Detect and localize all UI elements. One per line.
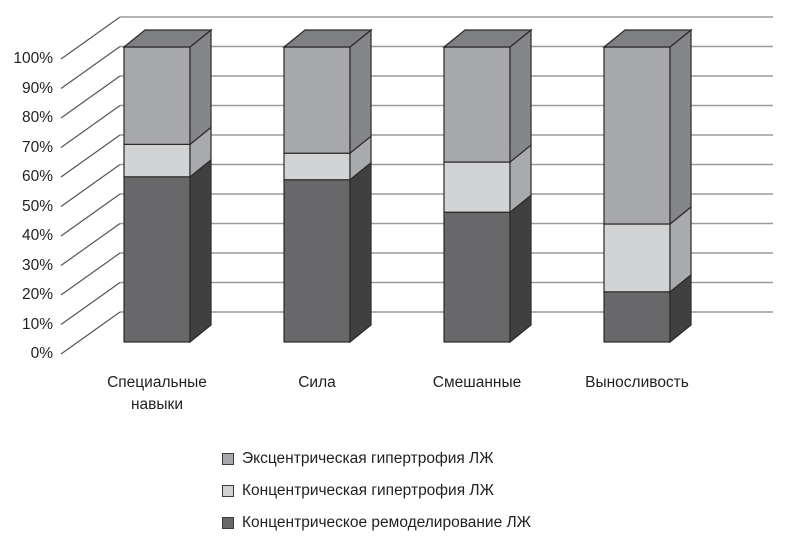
gridline-diagonal bbox=[60, 75, 121, 119]
gridline-diagonal bbox=[60, 282, 121, 325]
gridline-diagonal bbox=[60, 252, 121, 296]
y-tick-label: 30% bbox=[21, 256, 53, 274]
y-tick-label: 10% bbox=[21, 315, 53, 333]
bar-top bbox=[282, 29, 373, 48]
bar-segment bbox=[283, 152, 351, 181]
x-category-label: Специальные навыки bbox=[107, 374, 207, 413]
x-category-label: Выносливость bbox=[585, 374, 689, 391]
legend-swatch-icon bbox=[222, 485, 234, 497]
bar-segment-side bbox=[189, 28, 212, 146]
bars bbox=[122, 28, 693, 344]
bar-segment-side bbox=[349, 28, 372, 155]
y-tick-label: 0% bbox=[30, 345, 53, 362]
y-tick-label: 20% bbox=[21, 286, 53, 303]
legend-swatch-icon bbox=[222, 453, 234, 465]
x-category-label: Смешанные bbox=[432, 374, 522, 391]
legend-item-concentric-hypertrophy: Концентрическая гипертрофия ЛЖ bbox=[222, 475, 531, 507]
y-tick-label: 60% bbox=[21, 168, 53, 185]
bar-segment bbox=[283, 179, 351, 343]
bar-segment-side bbox=[189, 158, 212, 344]
y-tick-label: 90% bbox=[21, 79, 53, 97]
legend-swatch-icon bbox=[222, 517, 234, 529]
y-tick-label: 80% bbox=[21, 109, 53, 126]
bar-4 bbox=[602, 28, 693, 344]
legend: Эксцентрическая гипертрофия ЛЖ Концентри… bbox=[222, 443, 531, 539]
y-tick-label: 50% bbox=[21, 197, 53, 215]
legend-item-concentric-remodeling: Концентрическое ремоделирование ЛЖ bbox=[222, 507, 531, 539]
bar-top bbox=[442, 29, 533, 48]
y-tick-label: 40% bbox=[21, 227, 53, 244]
legend-label: Эксцентрическая гипертрофия ЛЖ bbox=[242, 450, 494, 467]
bar-segment-side bbox=[509, 28, 532, 164]
gridline-diagonal bbox=[60, 134, 121, 178]
bar-segment-side bbox=[509, 193, 532, 344]
bar-top bbox=[602, 29, 693, 48]
bar-segment-side bbox=[669, 28, 692, 226]
gridline-diagonal bbox=[60, 193, 121, 237]
gridline-diagonal bbox=[60, 46, 121, 89]
bar-3 bbox=[442, 28, 533, 344]
bar-segment bbox=[603, 46, 671, 225]
gridline-diagonal bbox=[60, 223, 121, 266]
bar-segment bbox=[443, 161, 511, 213]
bar-segment bbox=[283, 46, 351, 154]
bar-1 bbox=[122, 28, 213, 344]
legend-label: Концентрическое ремоделирование ЛЖ bbox=[242, 514, 531, 531]
bar-segment bbox=[443, 46, 511, 163]
gridline-diagonal bbox=[60, 164, 121, 207]
bar-segment bbox=[123, 46, 191, 145]
bar-segment bbox=[603, 223, 671, 293]
bar-segment-side bbox=[349, 161, 372, 344]
bar-2 bbox=[282, 28, 373, 344]
legend-label: Концентрическая гипертрофия ЛЖ bbox=[242, 482, 494, 499]
bar-segment bbox=[443, 211, 511, 343]
y-tick-label: 100% bbox=[13, 50, 53, 67]
bar-segment bbox=[603, 291, 671, 343]
gridline-diagonal bbox=[60, 311, 121, 355]
bar-top bbox=[122, 29, 213, 48]
legend-item-eccentric-hypertrophy: Эксцентрическая гипертрофия ЛЖ bbox=[222, 443, 531, 475]
gridline-diagonal bbox=[60, 105, 121, 148]
gridline-diagonal bbox=[60, 16, 121, 60]
bar-segment bbox=[123, 176, 191, 343]
y-tick-label: 70% bbox=[21, 138, 53, 156]
x-category-label: Сила bbox=[298, 374, 336, 391]
bar-segment bbox=[123, 143, 191, 178]
